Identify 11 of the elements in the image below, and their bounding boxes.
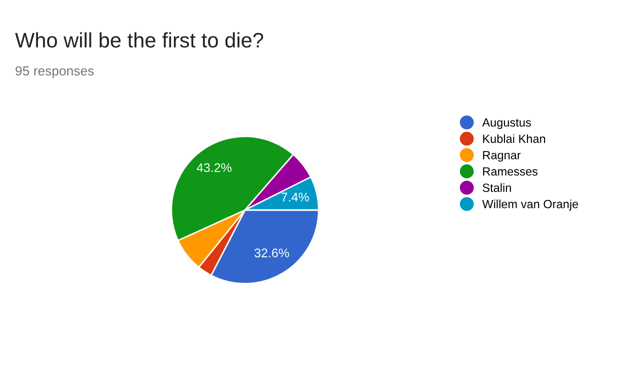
legend-label: Stalin — [482, 183, 511, 192]
legend-label: Willem van Oranje — [482, 200, 578, 211]
data-label: 43.2% — [196, 163, 232, 172]
chart-title: Who will be the first to die? — [15, 32, 264, 48]
legend-label: Kublai Khan — [483, 134, 546, 143]
data-label: 32.6% — [254, 248, 290, 258]
legend-label: Ragnar — [483, 151, 521, 162]
legend-label: Ramesses — [483, 167, 538, 176]
legend-label: Augustus — [482, 118, 531, 130]
data-label: 7.4% — [282, 192, 309, 202]
text: 95 responses — [16, 66, 94, 78]
